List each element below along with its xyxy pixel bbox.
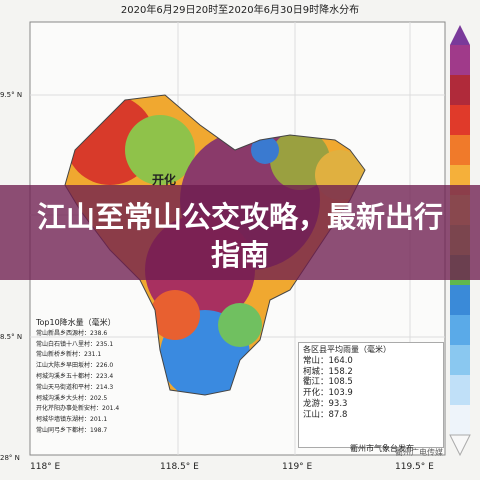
top10-list: Top10降水量（毫米） 常山新昌乡西源村：238.6 常山白石镇十八里村：235… [36,318,119,437]
lon-label: 119° E [282,462,313,472]
top10-item: 常山同弓乡下都村：198.7 [36,426,108,434]
top10-item: 常山白石镇十八里村：235.1 [36,340,114,348]
place-label: 开化 [152,173,177,187]
lat-label: 8.5° N [0,333,23,341]
top10-item: 柯城沟溪乡五十都村：223.4 [36,372,114,380]
average-item: 江山：87.8 [303,409,348,420]
average-title: 各区县平均雨量（毫米） [303,345,391,354]
banner-title: 江山至常山公交攻略，最新出行指南 [36,200,443,272]
lon-label: 118° E [30,462,61,472]
top10-item: 常山新桥乡新村：231.1 [36,351,102,359]
top10-item: 柯城沟溪乡大头村：202.5 [36,394,108,402]
top10-title: Top10降水量（毫米） [36,318,116,327]
average-item: 柯城：158.2 [303,366,353,377]
banner-band [0,185,480,280]
average-box: 各区县平均雨量（毫米） 常山：164.0 柯城：158.2 衢江：108.5 开化：1… [298,342,444,448]
lat-label: 9.5° N [0,91,23,99]
average-item: 常山：164.0 [303,355,353,366]
top10-item: 柯城华墙镇东湖村：201.1 [36,416,108,424]
average-item: 龙游：93.3 [303,398,348,409]
top10-item: 江山大陈乡早田坂村：226.0 [36,362,114,370]
lon-label: 119.5° E [395,462,434,472]
watermark: 衢州广电传媒 [395,448,443,457]
footer: 衢州市气象台发布 [350,444,414,453]
top10-item: 开化芹阳办事处新安村：201.4 [36,405,120,413]
top10-item: 常山新昌乡西源村：238.6 [36,329,108,337]
lat-label: 28° N [0,454,20,462]
lon-label: 118.5° E [160,462,199,472]
map-title: 2020年6月29日20时至2020年6月30日9时降水分布 [120,5,360,16]
average-item: 衢江：108.5 [303,377,353,388]
average-item: 开化：103.9 [303,388,353,399]
top10-item: 常山天马街道和平村：214.3 [36,383,114,391]
